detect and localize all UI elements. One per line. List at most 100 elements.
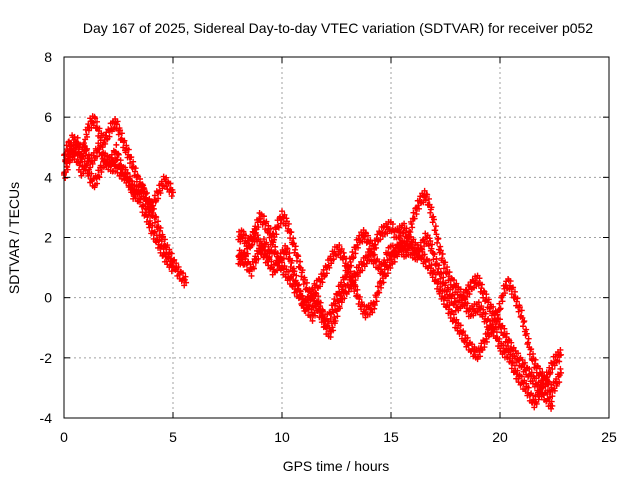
data-point: [356, 293, 363, 300]
data-point: [87, 164, 94, 171]
data-point: [432, 223, 439, 230]
x-tick-label: 20: [492, 429, 508, 445]
data-points: [61, 113, 565, 412]
data-point: [136, 175, 143, 182]
data-point: [143, 189, 150, 196]
data-point: [330, 256, 337, 263]
data-point: [548, 405, 555, 412]
data-point: [459, 302, 466, 309]
data-point: [276, 262, 283, 269]
data-point: [272, 243, 279, 250]
data-point: [157, 190, 164, 197]
y-tick-label: 6: [44, 109, 52, 125]
data-point: [551, 362, 558, 369]
data-point: [409, 224, 416, 231]
data-point: [410, 209, 417, 216]
data-point: [429, 219, 436, 226]
data-point: [453, 316, 460, 323]
data-point: [65, 138, 72, 145]
data-point: [425, 195, 432, 202]
data-point: [120, 163, 127, 170]
data-point: [291, 268, 298, 275]
data-point: [153, 214, 160, 221]
y-tick-label: -2: [40, 350, 53, 366]
data-point: [270, 239, 277, 246]
data-point: [308, 295, 315, 302]
data-point: [252, 226, 259, 233]
data-point: [331, 314, 338, 321]
x-tick-label: 0: [60, 429, 68, 445]
data-point: [558, 369, 565, 376]
data-point: [286, 250, 293, 257]
data-point: [77, 141, 84, 148]
data-point: [268, 258, 275, 265]
grid: [64, 57, 609, 418]
data-point: [351, 288, 358, 295]
data-point: [334, 313, 341, 320]
data-point: [175, 263, 182, 270]
data-point: [84, 133, 91, 140]
data-point: [450, 277, 457, 284]
data-point: [128, 154, 135, 161]
data-point: [163, 174, 170, 181]
data-point: [113, 141, 120, 148]
data-point: [371, 251, 378, 258]
data-point: [114, 118, 121, 125]
data-point: [446, 269, 453, 276]
data-point: [74, 134, 81, 141]
data-point: [151, 228, 158, 235]
data-point: [521, 359, 528, 366]
data-point: [482, 310, 489, 317]
data-point: [92, 115, 99, 122]
data-point: [514, 295, 521, 302]
data-point: [428, 204, 435, 211]
data-point: [71, 133, 78, 140]
data-point: [140, 184, 147, 191]
data-point: [263, 218, 270, 225]
data-point: [82, 152, 89, 159]
data-point: [156, 236, 163, 243]
data-point: [259, 244, 266, 251]
data-point: [549, 402, 556, 409]
data-point: [347, 268, 354, 275]
data-point: [510, 344, 517, 351]
data-point: [453, 280, 460, 287]
data-point: [331, 296, 338, 303]
data-point: [492, 308, 499, 315]
data-point: [139, 188, 146, 195]
data-point: [284, 246, 291, 253]
data-point: [295, 281, 302, 288]
data-point: [485, 296, 492, 303]
data-point: [142, 191, 149, 198]
data-point: [373, 298, 380, 305]
data-point: [237, 238, 244, 245]
data-point: [425, 242, 432, 249]
data-point: [532, 356, 539, 363]
data-point: [424, 191, 431, 198]
data-point: [352, 283, 359, 290]
data-point: [556, 379, 563, 386]
data-point: [497, 316, 503, 323]
data-point: [255, 255, 262, 262]
data-point: [132, 165, 139, 172]
data-point: [283, 251, 290, 258]
data-point: [510, 284, 517, 291]
data-point: [130, 158, 137, 165]
data-point: [244, 250, 251, 257]
data-point: [421, 187, 428, 194]
data-point: [362, 314, 369, 321]
data-point: [422, 197, 429, 204]
data-point: [102, 140, 109, 147]
data-point: [301, 307, 308, 314]
data-point: [170, 189, 176, 196]
data-point: [543, 374, 550, 381]
series-points: [235, 226, 556, 412]
data-point: [440, 265, 447, 272]
data-point: [326, 264, 333, 271]
data-point: [64, 166, 71, 173]
data-point: [526, 366, 533, 373]
x-tick-label: 10: [274, 429, 290, 445]
data-point: [62, 175, 69, 182]
data-point: [121, 137, 128, 144]
